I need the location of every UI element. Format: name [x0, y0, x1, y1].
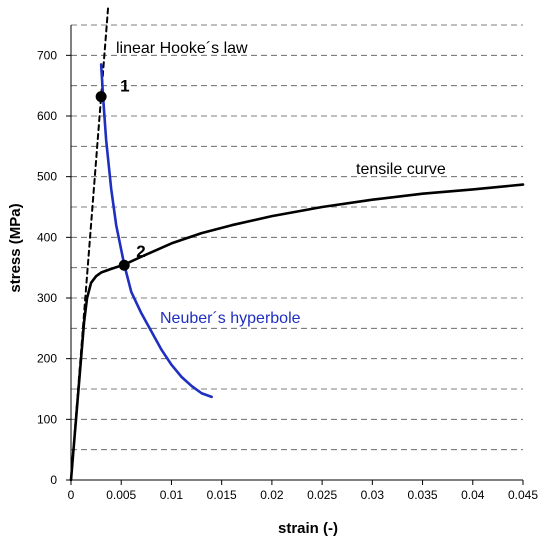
y-tick-label: 300	[37, 291, 57, 305]
hooke-annotation: linear Hooke´s law	[116, 40, 248, 57]
x-tick-label: 0.02	[260, 488, 284, 502]
tensile-annotation: tensile curve	[356, 161, 446, 178]
x-axis-ticks: 0 0.005 0.01 0.015 0.02 0.025 0.03 0.035 0.04 0.0…	[68, 480, 538, 502]
x-tick-label: 0.025	[307, 488, 337, 502]
x-tick-label: 0.005	[106, 488, 136, 502]
y-tick-label: 100	[37, 412, 57, 426]
y-tick-label: 600	[37, 109, 57, 123]
y-tick-label: 0	[50, 473, 57, 487]
point-1-marker	[95, 91, 107, 103]
point-2-marker	[118, 259, 130, 271]
y-tick-label: 200	[37, 352, 57, 366]
y-axis-label: stress (MPa)	[7, 203, 24, 292]
point-1-label: 1	[120, 77, 129, 96]
x-tick-label: 0.04	[461, 488, 485, 502]
point-2-label: 2	[136, 242, 145, 261]
grid-lines	[71, 24, 523, 451]
x-tick-label: 0.01	[160, 488, 184, 502]
series-group	[69, 5, 525, 482]
x-axis-label: strain (-)	[278, 520, 338, 537]
x-tick-label: 0.03	[361, 488, 385, 502]
y-tick-label: 700	[37, 48, 57, 62]
tensile-curve-line	[69, 183, 525, 482]
y-tick-label: 500	[37, 170, 57, 184]
x-tick-label: 0.045	[508, 488, 538, 502]
marked-points: 12	[95, 77, 146, 271]
x-tick-label: 0	[68, 488, 75, 502]
y-tick-label: 400	[37, 230, 57, 244]
y-axis-ticks: 0 100 200 300 400 500 600 700	[37, 48, 71, 487]
x-tick-label: 0.015	[207, 488, 237, 502]
axes	[70, 25, 523, 481]
neuber-annotation: Neuber´s hyperbole	[160, 310, 301, 327]
x-tick-label: 0.035	[408, 488, 438, 502]
neuber-hyperbole-line	[99, 63, 213, 399]
